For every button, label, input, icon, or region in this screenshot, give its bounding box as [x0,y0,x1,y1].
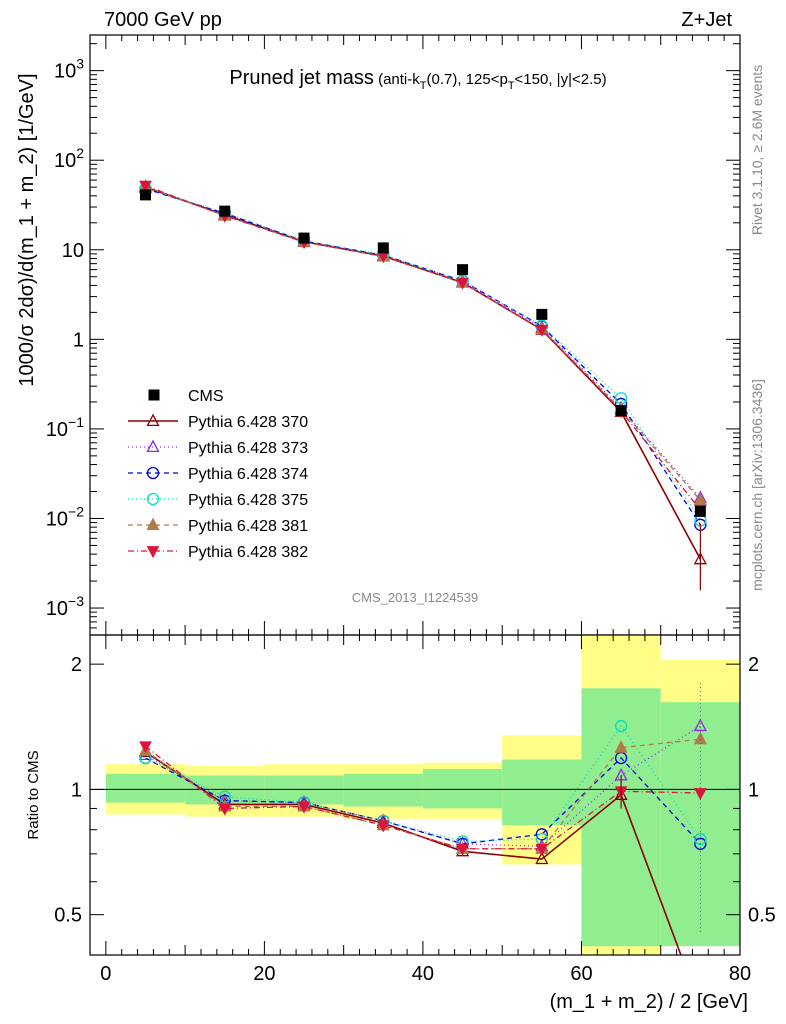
series-line-main [145,188,701,526]
series-point-ratio [614,740,628,753]
x-tick-label: 20 [253,963,275,985]
series-point-ratio [614,719,628,733]
data-point-cms [615,405,627,417]
data-point-cms [298,232,310,244]
legend-label: Pythia 6.428 374 [188,466,308,483]
y-tick-label-main: 1 [73,329,84,351]
y-tick-label-ratio-right: 1 [748,779,759,801]
legend-marker [146,439,160,453]
series-point-ratio [139,741,152,754]
ratio-frame [89,634,741,956]
data-point-cms [457,264,469,276]
legend: CMS Pythia 6.428 370 Pythia 6.428 373 Pythi… [128,388,308,561]
legend-marker [146,413,160,427]
y-tick-label-main: 10−2 [46,503,84,530]
legend-marker [146,492,160,506]
y-tick-label-ratio-right: 2 [748,654,759,676]
series-point-ratio [535,851,549,865]
series-point-ratio [535,828,548,841]
legend-marker-cms [148,389,160,401]
series-line-ratio [145,757,701,845]
plot-title-sub: (anti-kT(0.7), 125<pT<150, |y|<2.5) [374,71,607,92]
y-tick-label-main: 10−1 [46,414,84,441]
legend-label: Pythia 6.428 375 [188,492,308,509]
legend-label: Pythia 6.428 370 [188,414,308,431]
y-tick-label-main: 102 [54,145,84,172]
plot-title-main: Pruned jet mass [229,67,374,89]
y-tick-label-main: 103 [54,56,84,83]
energy-label: 7000 GeV pp [104,9,222,31]
series-point-main [693,492,707,506]
y-tick-label-ratio-left: 1 [71,779,82,801]
x-tick-label: 0 [100,963,111,985]
y-tick-label-main: 10 [62,240,84,262]
x-axis-label: (m_1 + m_2) / 2 [GeV] [550,991,748,1013]
ratio-panel: 0.5 0.51 12 20 20 40 60 80 [54,634,776,985]
y-tick-label-ratio-right: 0.5 [748,905,776,927]
main-panel: 10−3 10−2 10−1 1 10 102 103 [46,34,741,636]
main-series [138,178,707,591]
series-point-ratio [218,803,232,816]
ratio-bands [105,635,740,955]
series-point-ratio [456,843,469,856]
series-point-main [535,324,549,337]
data-point-cms [536,308,548,320]
data-point-cms [139,189,151,201]
legend-marker [146,546,160,559]
band-inner [502,759,582,826]
ratio-series [138,683,707,955]
y-tick-label-main: 10−3 [46,593,84,620]
y-axis-label-ratio: Ratio to CMS [25,750,42,839]
rivet-version-label: Rivet 3.1.10, ≥ 2.6M events [749,65,765,235]
mcplots-label: mcplots.cern.ch [arXiv:1306.3436] [749,379,765,591]
y-tick-label-ratio-left: 2 [71,654,82,676]
band-inner [343,773,423,807]
series-line-main [145,185,701,511]
y-axis-label-main: 1000/σ 2dσ)/d(m_1 + m_2) [1/GeV] [16,73,38,386]
band-inner [105,773,186,803]
process-label: Z+Jet [681,9,732,31]
legend-label: Pythia 6.428 381 [188,518,308,535]
series-point-ratio [297,801,311,814]
series-point-ratio [376,820,390,833]
y-tick-label-ratio-left: 0.5 [54,905,82,927]
data-point-cms [694,505,706,517]
legend-marker [146,466,160,480]
x-tick-label: 40 [412,963,434,985]
series-line-main [145,187,701,521]
series-point-ratio [694,788,707,801]
series-point-main [139,180,152,193]
series-point-ratio [694,837,707,850]
series-point-ratio [694,832,707,846]
x-tick-label: 80 [729,963,751,985]
series-point-main [456,277,469,290]
x-tick-label: 60 [570,963,592,985]
legend-marker [146,517,160,531]
band-inner [422,768,503,809]
series-point-ratio [693,718,707,732]
series-line-ratio [145,745,701,850]
legend-label-cms: CMS [188,388,224,405]
data-point-cms [377,242,389,254]
series-point-ratio [535,843,549,856]
analysis-id-label: CMS_2013_I1224539 [352,590,479,605]
data-point-cms [219,205,231,217]
legend-label: Pythia 6.428 373 [188,440,308,457]
legend-label: Pythia 6.428 382 [188,544,308,561]
plot-title: Pruned jet mass (anti-kT(0.7), 125<pT<15… [229,67,606,92]
